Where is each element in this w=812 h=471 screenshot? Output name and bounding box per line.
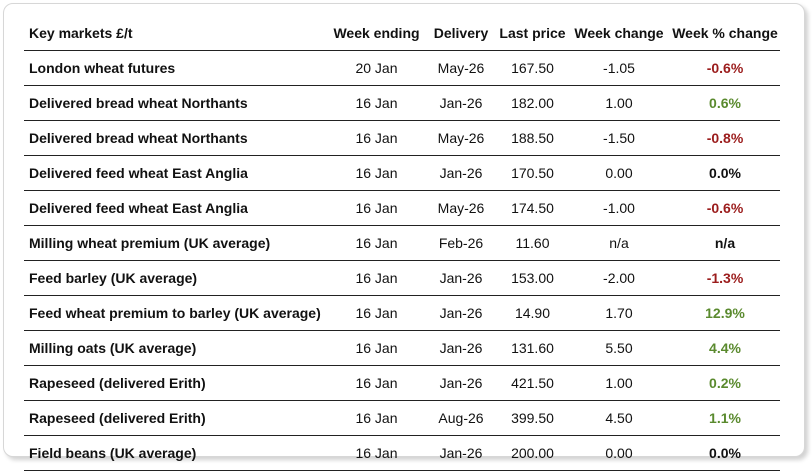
table-row: Field beans (UK average) 16 Jan Jan-26 200.… bbox=[24, 436, 780, 471]
week-ending-cell: 20 Jan bbox=[355, 60, 398, 76]
last-price-cell: 188.50 bbox=[511, 130, 554, 146]
header-week-pct-change: Week % change bbox=[670, 15, 780, 51]
market-name-cell: London wheat futures bbox=[29, 60, 176, 76]
week-ending-cell: 16 Jan bbox=[355, 340, 398, 356]
week-pct-change-cell: 0.2% bbox=[709, 375, 741, 391]
header-week-change: Week change bbox=[568, 15, 670, 51]
header-key-markets: Key markets £/t bbox=[24, 15, 328, 51]
week-change-cell: -1.50 bbox=[603, 130, 635, 146]
delivery-cell: Jan-26 bbox=[439, 95, 483, 111]
market-name-cell: Rapeseed (delivered Erith) bbox=[29, 375, 206, 391]
market-name-cell: Milling wheat premium (UK average) bbox=[29, 235, 271, 251]
last-price-cell: 167.50 bbox=[511, 60, 554, 76]
delivery-cell: Jan-26 bbox=[439, 445, 483, 461]
last-price-cell: 182.00 bbox=[511, 95, 554, 111]
week-pct-change-cell: -0.6% bbox=[706, 200, 744, 216]
week-pct-change-cell: 0.6% bbox=[709, 95, 741, 111]
week-ending-cell: 16 Jan bbox=[355, 165, 398, 181]
table-header-row: Key markets £/t Week ending Delivery Las… bbox=[24, 15, 780, 51]
delivery-cell: Jan-26 bbox=[439, 305, 483, 321]
week-change-cell: -2.00 bbox=[603, 270, 635, 286]
table-row: London wheat futures 20 Jan May-26 167.50 -1… bbox=[24, 51, 780, 86]
week-pct-change-cell: 1.1% bbox=[709, 410, 741, 426]
market-name-cell: Delivered bread wheat Northants bbox=[29, 130, 248, 146]
delivery-cell: May-26 bbox=[437, 60, 485, 76]
week-ending-cell: 16 Jan bbox=[355, 270, 398, 286]
delivery-cell: Feb-26 bbox=[438, 235, 484, 251]
week-change-cell: 1.00 bbox=[605, 375, 633, 391]
delivery-cell: Jan-26 bbox=[439, 375, 483, 391]
last-price-cell: 11.60 bbox=[515, 235, 550, 251]
week-pct-change-cell: -0.8% bbox=[706, 130, 744, 146]
market-name-cell: Rapeseed (delivered Erith) bbox=[29, 410, 206, 426]
header-week-ending: Week ending bbox=[328, 15, 425, 51]
week-pct-change-cell: 12.9% bbox=[705, 305, 745, 321]
market-name-cell: Delivered feed wheat East Anglia bbox=[29, 165, 248, 181]
last-price-cell: 153.00 bbox=[511, 270, 554, 286]
week-change-cell: 5.50 bbox=[605, 340, 633, 356]
week-change-cell: 4.50 bbox=[605, 410, 633, 426]
week-change-cell: -1.05 bbox=[603, 60, 635, 76]
table-row: Milling oats (UK average) 16 Jan Jan-26 131… bbox=[24, 331, 780, 366]
delivery-cell: Jan-26 bbox=[439, 165, 483, 181]
last-price-cell: 200.00 bbox=[511, 445, 554, 461]
week-change-cell: 1.00 bbox=[605, 95, 633, 111]
week-pct-change-cell: 0.0% bbox=[709, 165, 741, 181]
week-change-cell: -1.00 bbox=[603, 200, 635, 216]
table-row: Feed wheat premium to barley (UK average… bbox=[24, 296, 780, 331]
delivery-cell: Aug-26 bbox=[438, 410, 484, 426]
week-pct-change-cell: -0.6% bbox=[706, 60, 744, 76]
delivery-cell: Jan-26 bbox=[439, 270, 483, 286]
market-name-cell: Feed barley (UK average) bbox=[29, 270, 198, 286]
header-last-price: Last price bbox=[497, 15, 568, 51]
last-price-cell: 14.90 bbox=[514, 305, 551, 321]
table-row: Delivered feed wheat East Anglia 16 Jan Ma… bbox=[24, 191, 780, 226]
week-change-cell: n/a bbox=[609, 235, 629, 251]
week-pct-change-cell: 4.4% bbox=[709, 340, 741, 356]
week-pct-change-cell: n/a bbox=[714, 235, 736, 251]
table-body: London wheat futures 20 Jan May-26 167.50 -1… bbox=[24, 51, 780, 471]
table-row: Delivered bread wheat Northants 16 Jan May… bbox=[24, 121, 780, 156]
last-price-cell: 174.50 bbox=[511, 200, 554, 216]
week-change-cell: 0.00 bbox=[605, 165, 633, 181]
table-row: Delivered bread wheat Northants 16 Jan Jan… bbox=[24, 86, 780, 121]
week-ending-cell: 16 Jan bbox=[355, 375, 398, 391]
table-card: Key markets £/t Week ending Delivery Las… bbox=[3, 3, 805, 471]
market-name-cell: Delivered bread wheat Northants bbox=[29, 95, 248, 111]
table-row: Milling wheat premium (UK average) 16 Jan… bbox=[24, 226, 780, 261]
week-pct-change-cell: -1.3% bbox=[706, 270, 744, 286]
week-ending-cell: 16 Jan bbox=[355, 95, 398, 111]
delivery-cell: May-26 bbox=[437, 130, 485, 146]
delivery-cell: Jan-26 bbox=[439, 340, 483, 356]
market-name-cell: Field beans (UK average) bbox=[29, 445, 197, 461]
last-price-cell: 421.50 bbox=[511, 375, 554, 391]
market-name-cell: Delivered feed wheat East Anglia bbox=[29, 200, 248, 216]
market-name-cell: Feed wheat premium to barley (UK average… bbox=[29, 305, 321, 321]
week-pct-change-cell: 0.0% bbox=[709, 445, 741, 461]
table-row: Delivered feed wheat East Anglia 16 Jan Ja… bbox=[24, 156, 780, 191]
week-change-cell: 0.00 bbox=[605, 445, 633, 461]
week-ending-cell: 16 Jan bbox=[355, 130, 398, 146]
week-ending-cell: 16 Jan bbox=[355, 200, 398, 216]
header-delivery: Delivery bbox=[425, 15, 497, 51]
table-row: Feed barley (UK average) 16 Jan Jan-26 153.… bbox=[24, 261, 780, 296]
table-row: Rapeseed (delivered Erith) 16 Jan Aug-26 39… bbox=[24, 401, 780, 436]
table-row: Rapeseed (delivered Erith) 16 Jan Jan-26 42… bbox=[24, 366, 780, 401]
last-price-cell: 131.60 bbox=[511, 340, 554, 356]
key-markets-table: Key markets £/t Week ending Delivery Las… bbox=[24, 15, 780, 471]
market-name-cell: Milling oats (UK average) bbox=[29, 340, 197, 356]
week-ending-cell: 16 Jan bbox=[355, 305, 398, 321]
week-ending-cell: 16 Jan bbox=[355, 410, 398, 426]
last-price-cell: 399.50 bbox=[511, 410, 554, 426]
week-change-cell: 1.70 bbox=[605, 305, 633, 321]
last-price-cell: 170.50 bbox=[511, 165, 554, 181]
delivery-cell: May-26 bbox=[437, 200, 485, 216]
week-ending-cell: 16 Jan bbox=[355, 445, 398, 461]
week-ending-cell: 16 Jan bbox=[355, 235, 398, 251]
